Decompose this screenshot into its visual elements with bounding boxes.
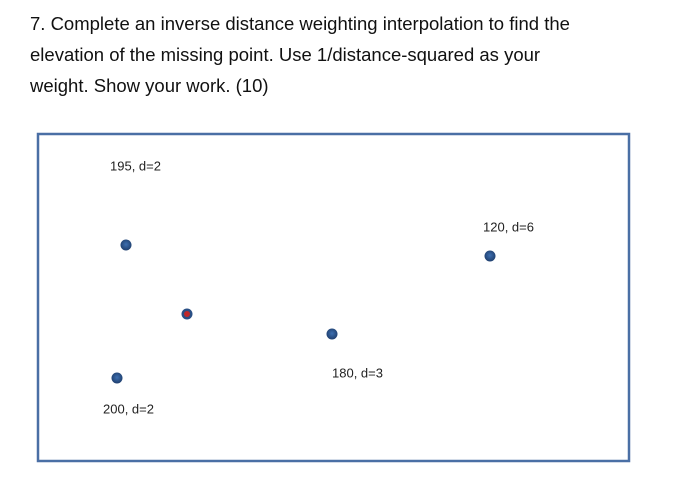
frame <box>36 132 631 463</box>
known-point <box>326 328 338 340</box>
question: 7. Complete an inverse distance weightin… <box>30 8 570 101</box>
point-label: 195, d=2 <box>110 158 161 173</box>
point-label: 200, d=2 <box>103 401 154 416</box>
question-line: elevation of the missing point. Use 1/di… <box>30 44 541 65</box>
known-point <box>120 239 132 251</box>
known-point <box>111 372 123 384</box>
point-label: 180, d=3 <box>332 365 383 380</box>
question-line: 7. Complete an inverse distance weightin… <box>30 13 570 34</box>
question-line: weight. Show your work. (10) <box>30 75 269 96</box>
point-label: 120, d=6 <box>483 219 534 234</box>
unknown-point-center <box>184 311 190 317</box>
known-point <box>484 250 496 262</box>
